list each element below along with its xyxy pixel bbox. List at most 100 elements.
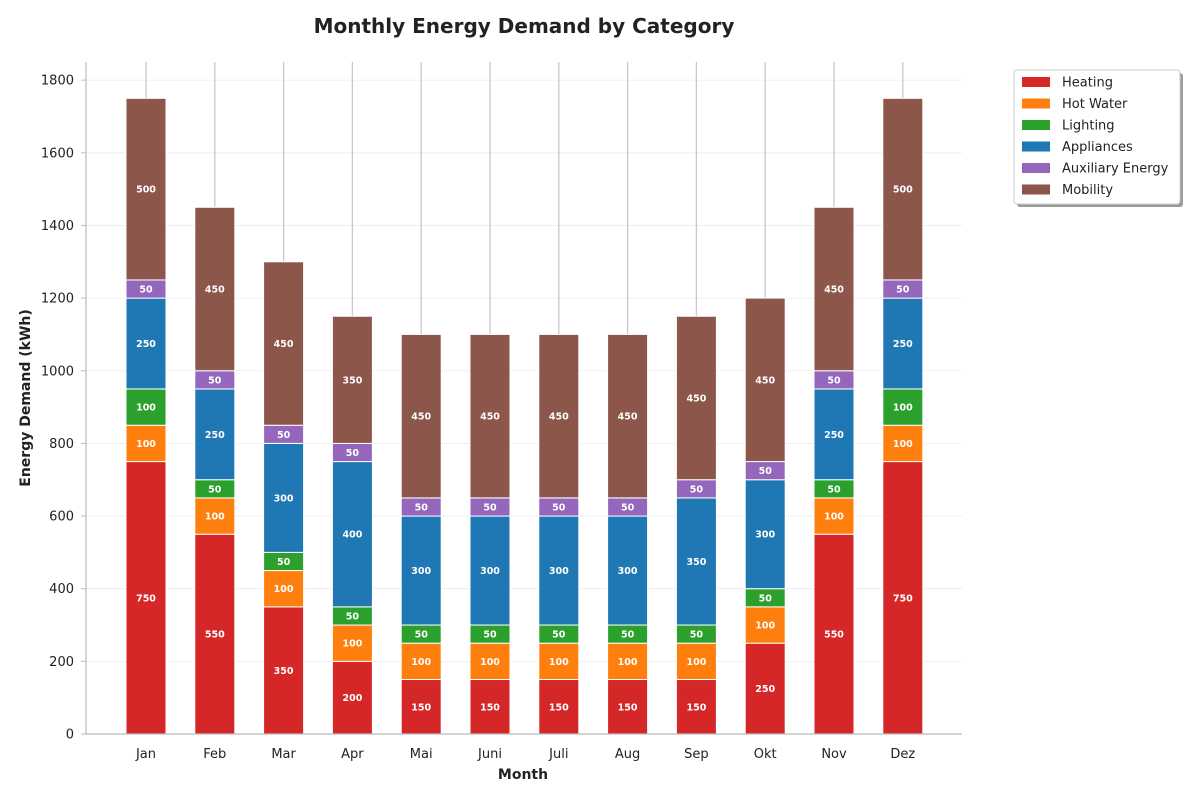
- data-label: 50: [483, 502, 497, 513]
- bar-segment: [125, 388, 167, 426]
- data-label: 50: [208, 484, 222, 495]
- axes: [85, 62, 962, 735]
- data-label: 100: [549, 657, 569, 668]
- data-label: 100: [274, 584, 294, 595]
- data-label: 400: [342, 530, 362, 541]
- data-label: 550: [205, 630, 225, 641]
- bar-segment: [263, 570, 305, 608]
- y-tick-label: 1600: [41, 146, 74, 161]
- data-label: 50: [621, 630, 635, 641]
- data-label: 750: [136, 593, 156, 604]
- data-label: 300: [480, 566, 500, 577]
- data-label: 450: [824, 285, 844, 296]
- data-label: 100: [618, 657, 638, 668]
- bar-segment: [263, 606, 305, 735]
- bar-segment: [125, 97, 167, 281]
- legend-swatch: [1022, 184, 1050, 195]
- legend-swatch: [1022, 120, 1050, 130]
- bar-segment: [744, 297, 786, 463]
- data-label: 50: [346, 611, 360, 622]
- legend-swatch: [1022, 141, 1050, 152]
- data-label: 450: [274, 339, 294, 350]
- bar-segment: [400, 642, 442, 681]
- data-label: 50: [139, 285, 153, 296]
- data-label: 50: [827, 484, 841, 495]
- bar-segment: [400, 333, 442, 499]
- bar-segment: [882, 424, 924, 463]
- data-label: 100: [480, 657, 500, 668]
- data-label: 100: [893, 439, 913, 450]
- bar-segment: [194, 388, 236, 481]
- data-label: 350: [686, 557, 706, 568]
- data-label: 50: [415, 502, 429, 513]
- data-label: 100: [755, 621, 775, 632]
- data-label: 50: [552, 502, 566, 513]
- data-label: 50: [827, 375, 841, 386]
- bar-segment: [813, 206, 855, 372]
- data-label: 50: [759, 466, 773, 477]
- bar-segment: [744, 479, 786, 590]
- bar-segment: [263, 261, 305, 426]
- data-label: 300: [411, 566, 431, 577]
- legend-swatch: [1022, 98, 1050, 109]
- data-label: 50: [208, 375, 222, 386]
- data-label: 50: [277, 430, 291, 441]
- data-label: 50: [552, 630, 566, 641]
- data-label: 50: [621, 502, 635, 513]
- data-label: 150: [618, 702, 638, 713]
- legend-entry: Auxiliary Energy: [1062, 162, 1169, 177]
- data-label: 350: [342, 375, 362, 386]
- bar-segment: [538, 515, 580, 626]
- bar-segment: [263, 442, 305, 553]
- legend-swatch: [1022, 163, 1050, 173]
- data-label: 50: [277, 557, 291, 568]
- data-label: 250: [136, 339, 156, 350]
- y-tick-label: 1000: [41, 364, 74, 379]
- data-label: 300: [755, 530, 775, 541]
- data-label: 50: [759, 593, 773, 604]
- bar-segment: [882, 461, 924, 735]
- data-label: 300: [549, 566, 569, 577]
- x-tick-label: Sep: [684, 747, 709, 762]
- data-label: 450: [205, 285, 225, 296]
- bar-segment: [882, 388, 924, 426]
- data-label: 250: [893, 339, 913, 350]
- data-label: 250: [755, 684, 775, 695]
- y-tick-label: 800: [49, 437, 74, 452]
- bars: 750 100 100 250 50 500 550 100 50 250 50 450 350 100 5…: [125, 97, 924, 735]
- legend: Heating Hot Water Lighting Appliances Auxili…: [1013, 69, 1183, 207]
- x-tick-label: Juni: [477, 747, 502, 762]
- bar-segment: [675, 497, 717, 626]
- whisker-lines: [145, 62, 904, 734]
- data-label: 150: [480, 702, 500, 713]
- x-tick-label: Dez: [890, 747, 915, 762]
- bar-segment: [744, 606, 786, 644]
- x-axis-label: Month: [498, 767, 548, 783]
- legend-swatch: [1022, 77, 1050, 87]
- data-label: 50: [346, 448, 360, 459]
- data-label: 550: [824, 630, 844, 641]
- data-label: 100: [824, 512, 844, 523]
- data-label: 150: [686, 702, 706, 713]
- data-label: 100: [411, 657, 431, 668]
- data-label: 250: [205, 430, 225, 441]
- bar-segment: [538, 333, 580, 499]
- bar-segment: [538, 642, 580, 681]
- bar-segment: [331, 315, 373, 444]
- data-label: 450: [686, 394, 706, 405]
- data-label: 100: [686, 657, 706, 668]
- data-label: 200: [342, 693, 362, 704]
- bar-segment: [469, 642, 511, 681]
- x-tick-labels: Jan Feb Mar Apr Mai Juni Juli Aug Sep Okt Nov Dez: [135, 747, 915, 762]
- data-label: 250: [824, 430, 844, 441]
- bar-segment: [469, 679, 511, 735]
- bar-segment: [607, 333, 649, 499]
- x-tick-label: Mai: [410, 747, 433, 762]
- legend-entry: Heating: [1062, 76, 1113, 91]
- x-tick-label: Mar: [271, 747, 296, 762]
- data-label: 100: [205, 512, 225, 523]
- legend-box: [1013, 69, 1181, 205]
- data-label: 450: [618, 412, 638, 423]
- x-tick-label: Okt: [754, 747, 777, 762]
